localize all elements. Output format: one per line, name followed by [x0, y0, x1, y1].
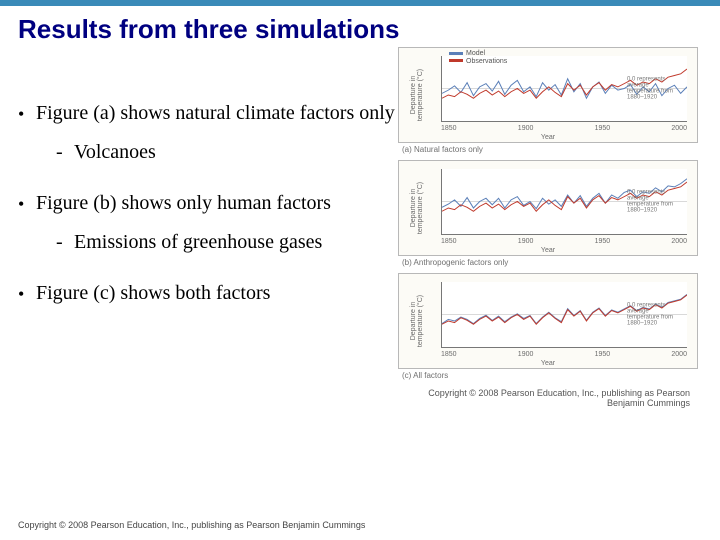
chart-xticks: 1850 1900 1950 2000 [441, 351, 687, 358]
sub-bullet-dash: - [56, 230, 74, 255]
chart-xtick-label: 2000 [671, 125, 687, 132]
chart-annotation: 0.0 represents average temperature from … [627, 189, 681, 214]
chart-caption: (b) Anthropogenic factors only [398, 256, 698, 267]
chart-frame: Departure in temperature (°C) 0.0 represe… [398, 160, 698, 256]
sub-bullet-item: - Emissions of greenhouse gases [56, 230, 398, 255]
text-column: • Figure (a) shows natural climate facto… [18, 75, 398, 408]
chart-xtick-label: 1850 [441, 238, 457, 245]
chart-xlabel: Year [399, 360, 697, 367]
sub-bullet-dash: - [56, 140, 74, 165]
chart-panel-c: Departure in temperature (°C) 0.0 represe… [398, 273, 698, 380]
bullet-item: • Figure (a) shows natural climate facto… [18, 101, 398, 126]
chart-legend: ModelObservations [449, 50, 507, 65]
bullet-item: • Figure (c) shows both factors [18, 281, 398, 306]
chart-ylabel: Departure in temperature (°C) [410, 55, 424, 135]
chart-xtick-label: 1900 [518, 125, 534, 132]
chart-xtick-label: 1950 [595, 238, 611, 245]
sub-bullet-text: Emissions of greenhouse gases [74, 230, 322, 255]
chart-panel-b: Departure in temperature (°C) 0.0 represe… [398, 160, 698, 267]
slide-title: Results from three simulations [0, 6, 720, 45]
chart-xtick-label: 1850 [441, 351, 457, 358]
bullet-dot: • [18, 281, 36, 306]
bullet-text: Figure (a) shows natural climate factors… [36, 101, 395, 126]
chart-xlabel: Year [399, 134, 697, 141]
bullet-text: Figure (c) shows both factors [36, 281, 270, 306]
bullet-dot: • [18, 191, 36, 216]
sub-bullet-item: - Volcanoes [56, 140, 398, 165]
chart-ylabel: Departure in temperature (°C) [410, 281, 424, 361]
figure-copyright: Copyright © 2008 Pearson Education, Inc.… [398, 386, 698, 408]
chart-panel-a: Departure in temperature (°C) 0.0 represe… [398, 47, 698, 154]
chart-xtick-label: 1950 [595, 351, 611, 358]
chart-caption: (a) Natural factors only [398, 143, 698, 154]
charts-column: Departure in temperature (°C) 0.0 represe… [398, 47, 698, 408]
chart-frame: Departure in temperature (°C) 0.0 represe… [398, 47, 698, 143]
chart-frame: Departure in temperature (°C) 0.0 represe… [398, 273, 698, 369]
chart-plot-area: 0.0 represents average temperature from … [441, 56, 687, 122]
chart-plot-area: 0.0 represents average temperature from … [441, 282, 687, 348]
chart-xlabel: Year [399, 247, 697, 254]
chart-xtick-label: 1900 [518, 351, 534, 358]
chart-annotation: 0.0 represents average temperature from … [627, 302, 681, 327]
chart-xtick-label: 1900 [518, 238, 534, 245]
chart-plot-area: 0.0 represents average temperature from … [441, 169, 687, 235]
chart-xtick-label: 2000 [671, 351, 687, 358]
content-row: • Figure (a) shows natural climate facto… [0, 45, 720, 408]
bullet-dot: • [18, 101, 36, 126]
chart-xtick-label: 2000 [671, 238, 687, 245]
chart-xticks: 1850 1900 1950 2000 [441, 238, 687, 245]
sub-bullet-text: Volcanoes [74, 140, 156, 165]
bullet-item: • Figure (b) shows only human factors [18, 191, 398, 216]
chart-annotation: 0.0 represents average temperature from … [627, 76, 681, 101]
bullet-text: Figure (b) shows only human factors [36, 191, 331, 216]
chart-xtick-label: 1850 [441, 125, 457, 132]
chart-xticks: 1850 1900 1950 2000 [441, 125, 687, 132]
chart-xtick-label: 1950 [595, 125, 611, 132]
chart-ylabel: Departure in temperature (°C) [410, 168, 424, 248]
slide-footer-copyright: Copyright © 2008 Pearson Education, Inc.… [18, 520, 365, 530]
chart-caption: (c) All factors [398, 369, 698, 380]
